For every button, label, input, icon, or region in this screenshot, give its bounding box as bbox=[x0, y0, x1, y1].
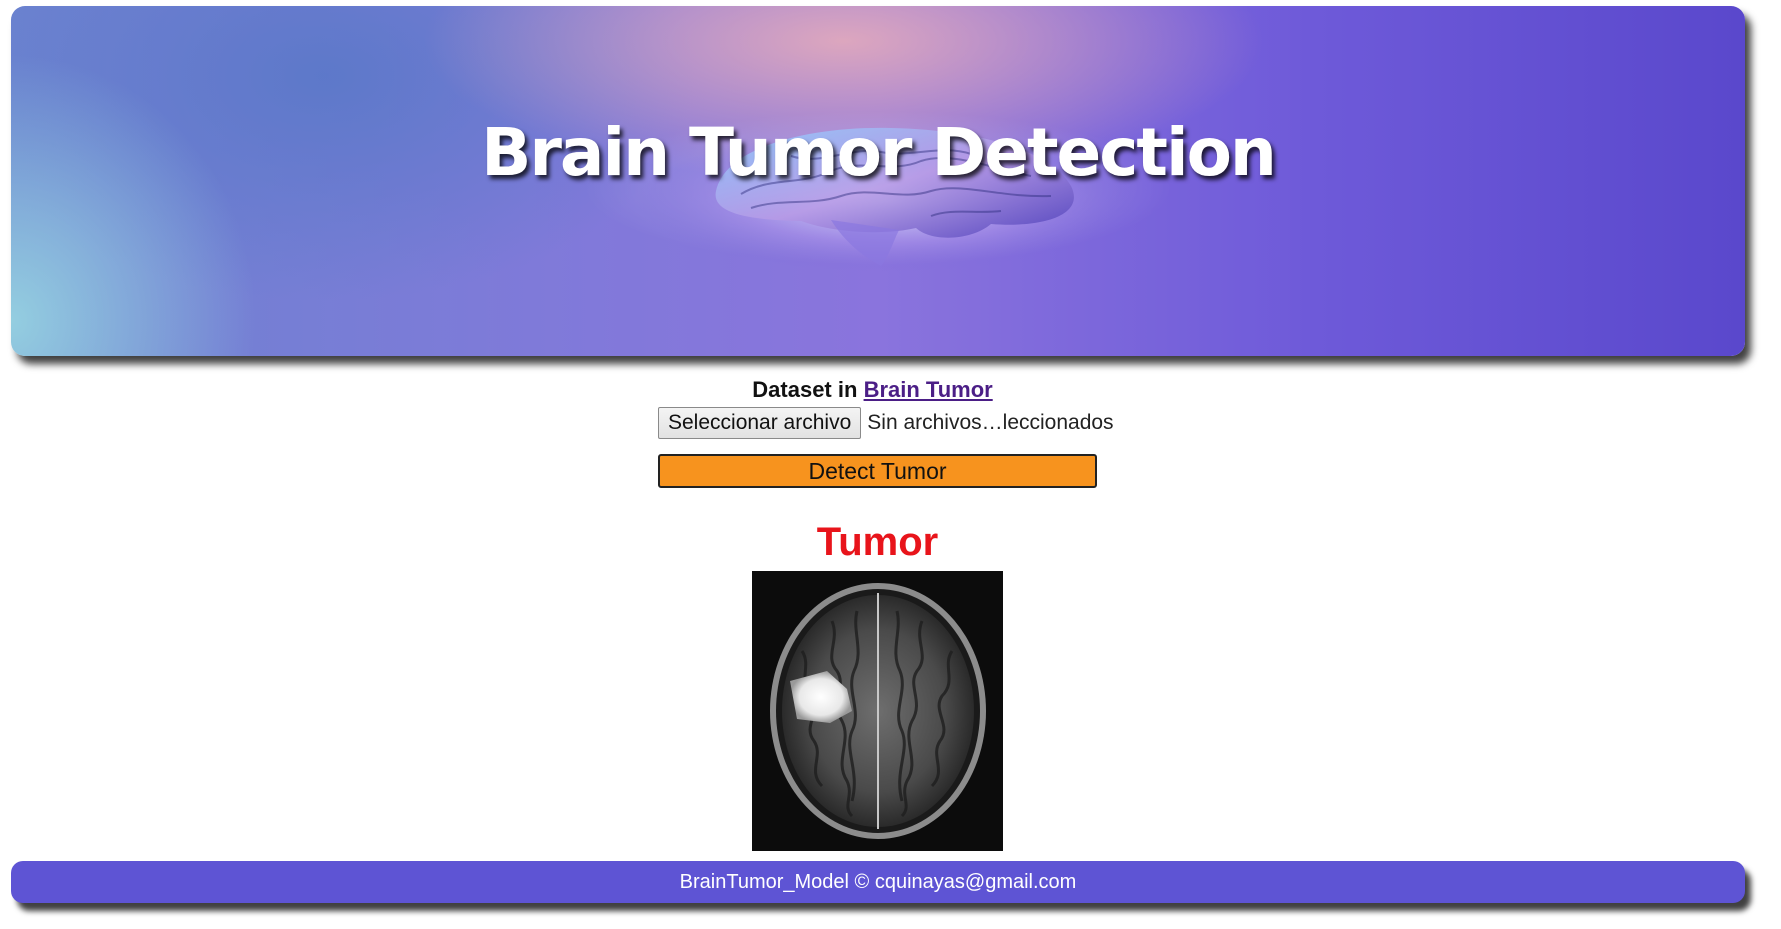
detect-tumor-button[interactable]: Detect Tumor bbox=[658, 454, 1097, 488]
dataset-line: Dataset in Brain Tumor bbox=[0, 377, 1745, 403]
page-title: Brain Tumor Detection bbox=[481, 114, 1277, 191]
dataset-prefix: Dataset in bbox=[752, 377, 858, 402]
footer: BrainTumor_Model © cquinayas@gmail.com bbox=[11, 861, 1745, 903]
file-input: Seleccionar archivo Sin archivos…leccion… bbox=[658, 407, 1114, 439]
brain-illustration bbox=[636, 127, 1136, 271]
result-label: Tumor bbox=[816, 520, 939, 564]
mri-scan-image bbox=[752, 571, 1003, 851]
dataset-link[interactable]: Brain Tumor bbox=[863, 377, 993, 402]
choose-file-button[interactable]: Seleccionar archivo bbox=[658, 407, 862, 439]
header-banner: Brain Tumor Detection bbox=[11, 6, 1745, 356]
file-status-text: Sin archivos…leccionados bbox=[867, 411, 1114, 434]
